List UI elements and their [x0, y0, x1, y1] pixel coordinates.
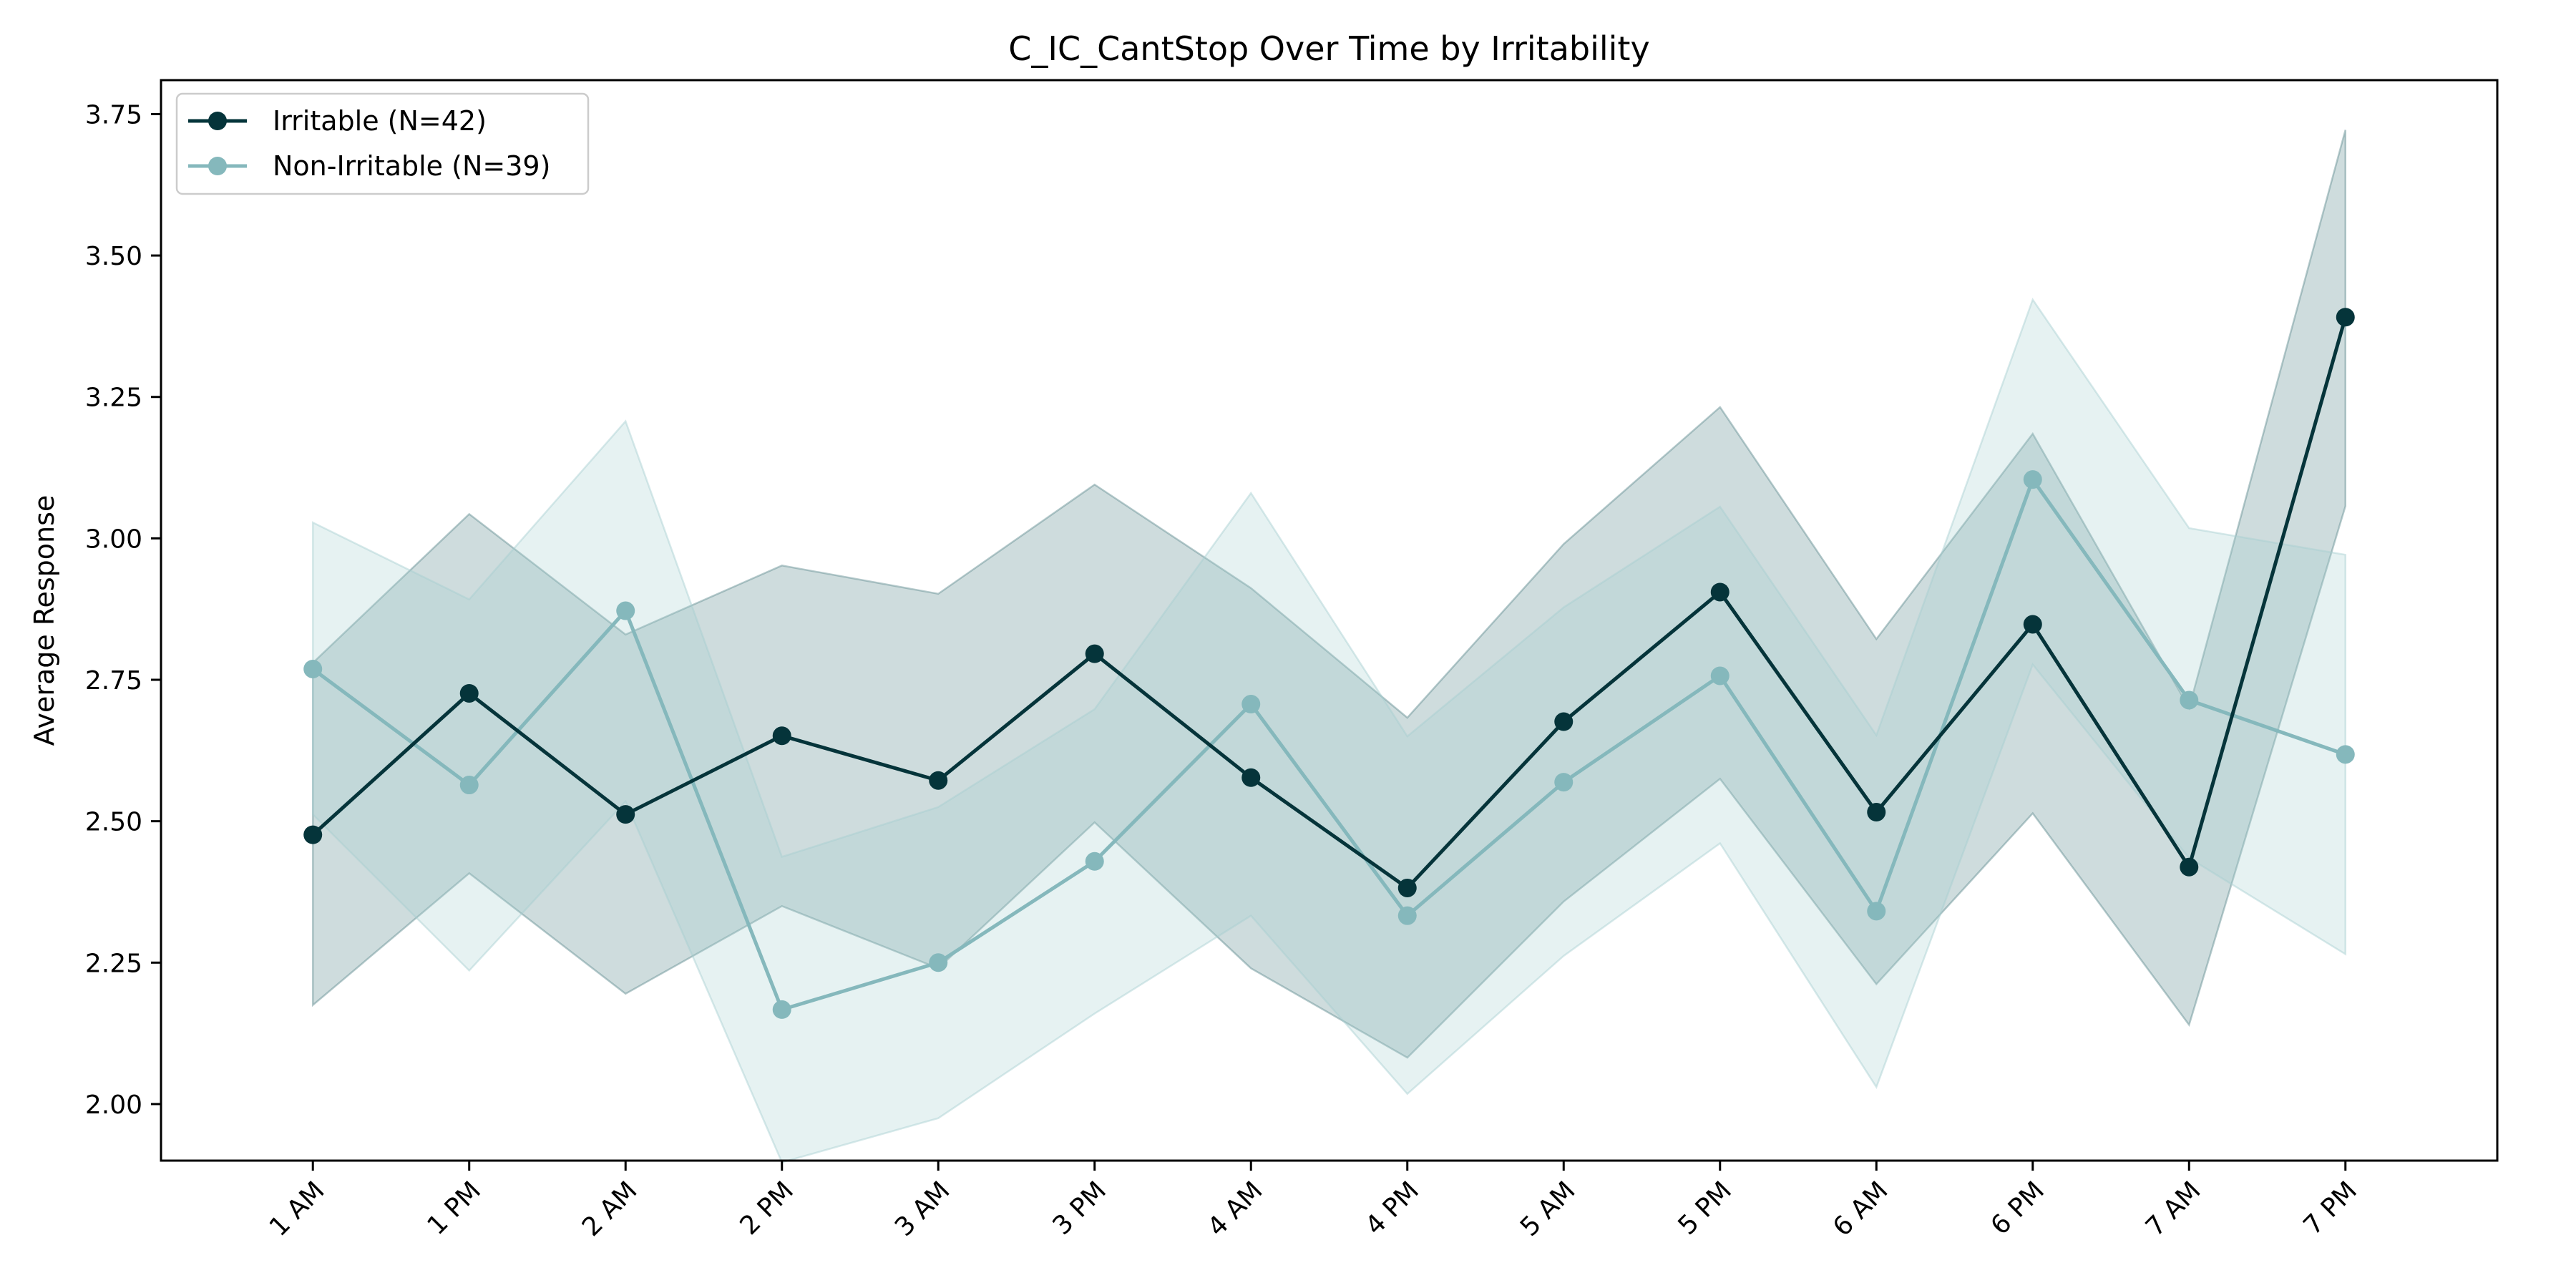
series-line-non-irritable	[311, 477, 2346, 1012]
x-tick-label: 1 AM	[264, 1176, 331, 1242]
legend-label-irritable: Irritable (N=42)	[273, 105, 487, 137]
data-point-non-irritable-3	[772, 1000, 791, 1019]
x-tick-label: 7 PM	[2298, 1176, 2363, 1241]
y-axis-ticks: 2.00 2.25 2.50 2.75 3.00 3.25 3.50 3.75	[85, 100, 161, 1120]
data-point-irritable-2	[616, 805, 635, 824]
data-point-non-irritable-4	[929, 953, 948, 972]
legend-label-non-irritable: Non-Irritable (N=39)	[273, 150, 550, 182]
y-tick-label: 2.50	[85, 808, 142, 837]
data-point-non-irritable-7	[1397, 906, 1417, 925]
series-points	[303, 308, 2355, 1019]
x-tick-label: 4 PM	[1360, 1176, 1425, 1241]
legend-marker-irritable	[208, 112, 227, 130]
x-tick-label: 6 PM	[1986, 1176, 2051, 1241]
data-point-irritable-13	[2336, 308, 2355, 327]
data-point-irritable-0	[303, 825, 323, 844]
legend: Irritable (N=42) Non-Irritable (N=39)	[175, 92, 590, 195]
y-tick-label: 3.25	[85, 384, 142, 413]
data-point-non-irritable-2	[616, 601, 635, 620]
confidence-band-irritable	[311, 130, 2347, 1059]
data-point-irritable-1	[459, 683, 479, 703]
x-tick-label: 5 PM	[1673, 1176, 1738, 1241]
data-point-non-irritable-9	[1710, 666, 1729, 686]
x-tick-label: 2 PM	[735, 1176, 800, 1241]
y-tick-label: 2.25	[85, 949, 142, 978]
data-point-non-irritable-13	[2336, 745, 2355, 764]
data-point-irritable-11	[2023, 615, 2042, 634]
x-tick-label: 6 AM	[1828, 1176, 1894, 1242]
y-axis-label: Average Response	[29, 495, 60, 746]
y-tick-label: 2.75	[85, 666, 142, 696]
chart-title: C_IC_CantStop Over Time by Irritability	[1008, 29, 1649, 68]
data-point-irritable-4	[929, 771, 948, 790]
data-point-non-irritable-1	[459, 776, 479, 795]
data-point-irritable-7	[1397, 878, 1417, 897]
data-point-irritable-3	[772, 726, 791, 746]
data-point-non-irritable-10	[1867, 902, 1886, 921]
x-tick-label: 4 AM	[1202, 1176, 1269, 1242]
data-point-non-irritable-5	[1085, 852, 1104, 871]
data-point-non-irritable-8	[1554, 773, 1574, 792]
x-tick-label: 3 PM	[1048, 1176, 1113, 1241]
data-point-non-irritable-6	[1241, 695, 1261, 714]
x-tick-label: 3 AM	[889, 1176, 956, 1242]
data-point-non-irritable-0	[303, 659, 323, 678]
plot-frame	[160, 79, 2499, 1162]
y-tick-label: 3.00	[85, 525, 142, 554]
legend-box	[175, 92, 590, 195]
data-point-irritable-9	[1710, 582, 1729, 602]
data-point-non-irritable-11	[2023, 470, 2042, 489]
data-point-irritable-6	[1241, 768, 1261, 787]
y-tick-label: 3.75	[85, 100, 142, 130]
confidence-band-non-irritable	[311, 298, 2347, 1163]
x-tick-label: 7 AM	[2140, 1176, 2207, 1242]
y-tick-label: 3.50	[85, 242, 142, 271]
y-tick-label: 2.00	[85, 1091, 142, 1120]
x-tick-label: 2 AM	[577, 1176, 643, 1242]
legend-marker-non-irritable	[208, 157, 227, 175]
data-point-irritable-5	[1085, 644, 1104, 663]
x-axis-ticks: 1 AM 1 PM 2 AM 2 PM 3 AM 3 PM 4 AM 4 PM 5 AM 5 PM…	[264, 1161, 2363, 1242]
x-tick-label: 5 AM	[1515, 1176, 1581, 1242]
data-point-irritable-8	[1554, 712, 1574, 731]
series-line-irritable	[311, 316, 2348, 890]
series-lines	[311, 316, 2348, 1012]
data-point-irritable-12	[2180, 857, 2199, 877]
data-point-non-irritable-12	[2180, 691, 2199, 710]
confidence-bands	[311, 130, 2347, 1163]
data-point-irritable-10	[1867, 803, 1886, 822]
x-tick-label: 1 PM	[421, 1176, 487, 1241]
